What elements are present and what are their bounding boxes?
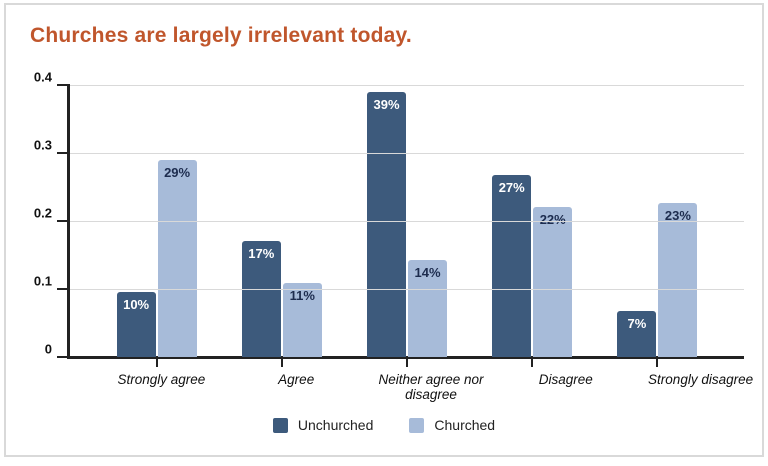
plot-area: 10% 29% 17% 11% 39% 14% 27% 22% 7% 23% 0 0.1 0.2 0.3…	[34, 70, 744, 367]
y-tick-label: 0.3	[33, 137, 52, 153]
gridline	[70, 288, 744, 290]
bar-unchurched: 10%	[116, 292, 156, 357]
y-tick-label: 0	[44, 341, 52, 357]
y-tick-mark	[57, 356, 67, 358]
bar-value-label: 7%	[627, 315, 647, 331]
bar-value-label: 17%	[248, 246, 275, 262]
x-tick-mark	[406, 359, 408, 367]
bar-value-label: 29%	[164, 164, 191, 180]
bar-value-label: 39%	[373, 96, 400, 112]
bar-groups: 10% 29% 17% 11% 39% 14% 27% 22% 7% 23%	[70, 85, 744, 367]
x-category-label: Neither agree nor disagree	[378, 372, 484, 402]
x-category-label: Strongly disagree	[648, 372, 754, 387]
y-tick-mark	[57, 152, 67, 154]
bar-churched: 11%	[282, 282, 322, 357]
y-tick-mark	[57, 220, 67, 222]
legend-label: Churched	[434, 417, 496, 433]
bar-value-label: 10%	[123, 297, 150, 313]
y-tick-label: 0.4	[33, 69, 52, 85]
legend-swatch	[409, 417, 425, 433]
y-tick-mark	[57, 288, 67, 290]
x-tick-mark	[280, 359, 283, 367]
bar-churched: 23%	[658, 202, 698, 357]
x-axis-line	[67, 356, 744, 359]
bar-value-label: 11%	[289, 287, 315, 303]
bar-unchurched: 7%	[617, 310, 657, 357]
legend: Unchurched Churched	[0, 417, 768, 433]
gridline	[70, 220, 744, 222]
y-tick-mark	[57, 84, 67, 86]
gridline	[70, 84, 744, 86]
bar-group: 17% 11%	[219, 85, 344, 367]
x-category-label: Disagree	[538, 372, 593, 387]
bar-group: 10% 29%	[94, 85, 219, 367]
legend-swatch	[272, 417, 288, 433]
x-tick-mark	[155, 359, 158, 367]
bar-unchurched: 17%	[241, 241, 281, 357]
bar-value-label: 22%	[539, 211, 566, 227]
legend-item: Unchurched	[272, 417, 374, 433]
bar-churched: 14%	[408, 259, 447, 357]
bar-churched: 22%	[533, 206, 573, 357]
bar-group: 27% 22%	[470, 85, 595, 367]
x-category-label: Strongly agree	[117, 372, 206, 387]
bar-value-label: 27%	[498, 180, 525, 196]
legend-label: Unchurched	[297, 417, 374, 433]
bar-value-label: 14%	[414, 264, 441, 280]
y-tick-label: 0.1	[33, 273, 52, 289]
bar-group: 7% 23%	[595, 85, 720, 367]
bar-value-label: 23%	[664, 207, 691, 223]
x-tick-mark	[531, 359, 534, 367]
bar-unchurched: 27%	[492, 175, 532, 357]
bar-churched: 29%	[157, 159, 197, 357]
bar-unchurched: 39%	[367, 91, 407, 357]
y-tick-label: 0.2	[33, 205, 52, 221]
gridline	[70, 152, 744, 154]
x-tick-mark	[656, 359, 659, 367]
x-category-label: Agree	[278, 372, 315, 387]
bar-group: 39% 14%	[344, 85, 469, 367]
y-axis-line	[67, 84, 70, 357]
chart-title: Churches are largely irrelevant today.	[30, 24, 412, 47]
legend-item: Churched	[409, 417, 495, 433]
x-axis-labels: Strongly agree Agree Neither agree nor dis…	[70, 372, 768, 402]
